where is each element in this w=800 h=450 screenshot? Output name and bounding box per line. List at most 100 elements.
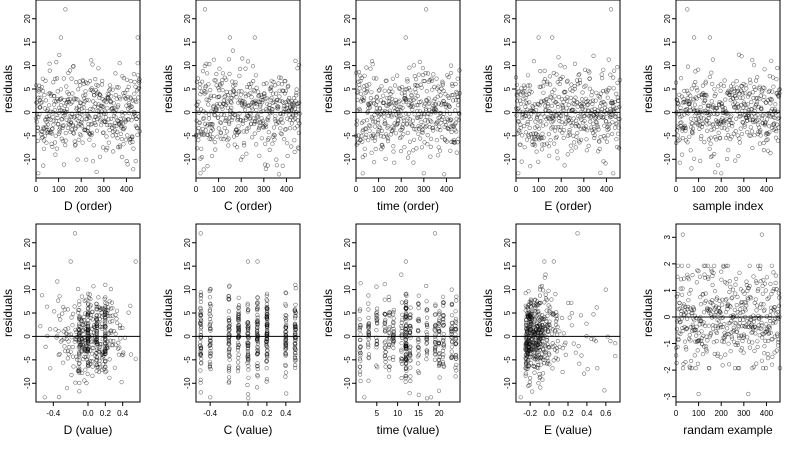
data-point — [196, 125, 201, 131]
data-point — [686, 263, 691, 268]
data-point — [254, 327, 260, 333]
data-point — [89, 130, 95, 136]
data-point — [453, 353, 458, 358]
data-point — [534, 149, 539, 154]
data-point — [537, 103, 542, 108]
data-point — [745, 102, 751, 107]
data-point — [400, 105, 405, 110]
data-point — [738, 88, 744, 93]
data-point — [735, 109, 740, 114]
data-point — [693, 79, 698, 85]
data-point — [680, 125, 685, 131]
data-point — [449, 349, 454, 354]
data-point — [377, 87, 382, 92]
data-point — [416, 352, 422, 358]
data-point — [199, 155, 204, 160]
data-point — [112, 128, 117, 133]
data-point — [608, 339, 613, 344]
data-point — [441, 88, 446, 93]
x-tick-label: 200 — [715, 185, 729, 194]
data-point — [719, 171, 724, 176]
data-point — [292, 106, 298, 111]
data-point — [403, 301, 408, 306]
data-point — [765, 356, 771, 361]
data-point — [210, 122, 215, 127]
data-point — [85, 371, 90, 377]
data-point — [246, 367, 251, 372]
data-point — [58, 35, 64, 40]
data-point — [403, 344, 408, 349]
data-point — [733, 282, 738, 287]
data-point — [245, 382, 250, 388]
data-point — [765, 351, 770, 357]
data-point — [94, 351, 99, 356]
data-point — [208, 328, 213, 333]
data-point — [114, 320, 120, 325]
data-point — [380, 144, 385, 150]
data-point — [769, 362, 775, 367]
data-point — [293, 330, 298, 335]
data-point — [588, 115, 593, 120]
data-point — [215, 104, 220, 109]
data-point — [55, 115, 60, 120]
data-point — [354, 118, 360, 123]
data-point — [404, 86, 409, 92]
data-point — [119, 137, 124, 142]
data-point — [523, 308, 528, 313]
y-tick-label: 5 — [183, 310, 192, 315]
data-point — [103, 148, 109, 153]
data-point — [446, 95, 452, 100]
data-point — [106, 140, 111, 145]
data-point — [409, 93, 414, 98]
data-point — [747, 263, 752, 268]
data-point — [285, 116, 290, 121]
y-tick-label: 10 — [23, 285, 32, 294]
data-point — [120, 113, 125, 118]
data-point — [404, 322, 409, 328]
data-point — [548, 94, 553, 99]
data-point — [221, 137, 226, 142]
data-point — [236, 130, 241, 135]
data-point — [679, 292, 685, 297]
data-point — [534, 116, 539, 121]
data-point — [698, 104, 703, 110]
data-point — [692, 102, 698, 107]
data-point — [438, 93, 443, 98]
data-point — [232, 112, 237, 117]
data-point — [547, 309, 552, 314]
data-point — [731, 131, 737, 136]
data-point — [453, 374, 458, 379]
data-point — [563, 89, 568, 95]
data-point — [245, 259, 251, 264]
data-point — [416, 319, 421, 324]
data-point — [407, 330, 413, 335]
data-point — [568, 143, 574, 148]
data-point — [262, 91, 267, 96]
data-point — [130, 134, 135, 140]
data-point — [565, 78, 570, 83]
data-point — [102, 296, 107, 302]
y-tick-label: -10 — [23, 153, 32, 165]
data-point — [205, 164, 210, 169]
data-point — [433, 345, 438, 350]
data-point — [613, 121, 619, 126]
data-point — [556, 125, 561, 130]
data-point — [95, 83, 100, 88]
data-point — [75, 357, 80, 362]
data-point — [94, 301, 99, 307]
data-point — [79, 119, 84, 125]
data-point — [269, 95, 274, 100]
data-point — [113, 71, 118, 76]
data-point — [422, 140, 427, 145]
data-point — [278, 131, 283, 136]
x-tick-label: 300 — [257, 185, 271, 194]
scatter-points — [38, 231, 138, 400]
data-point — [108, 306, 114, 311]
data-point — [262, 93, 267, 99]
data-point — [214, 83, 219, 88]
data-point — [684, 347, 689, 352]
data-point — [426, 96, 431, 101]
data-point — [293, 310, 298, 316]
data-point — [739, 54, 744, 59]
